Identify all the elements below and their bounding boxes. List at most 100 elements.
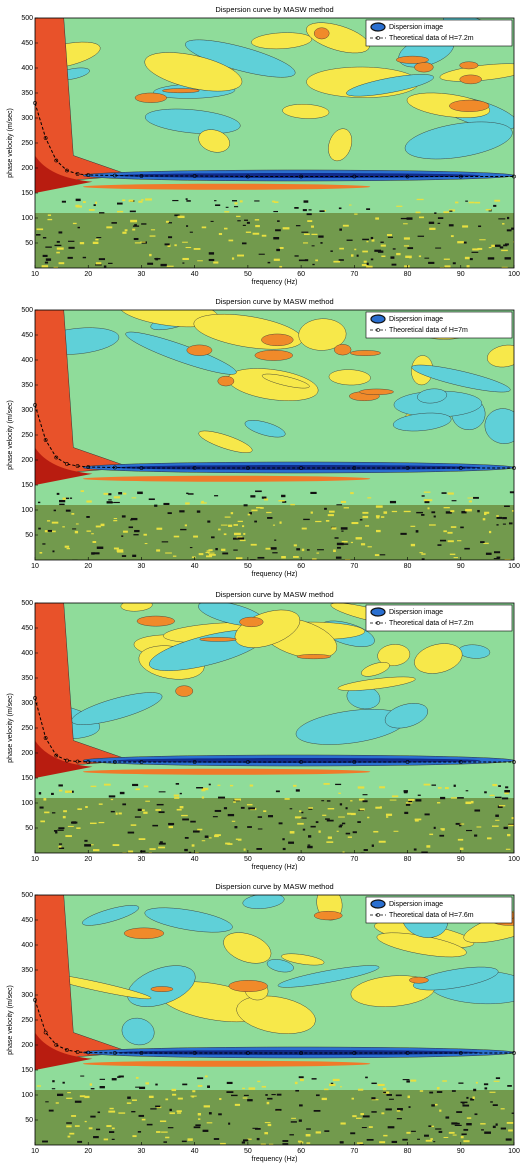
image-noise (509, 522, 513, 524)
x-tick-label: 80 (404, 1148, 412, 1155)
image-noise (449, 224, 454, 226)
x-tick-label: 30 (138, 1148, 146, 1155)
image-noise (198, 1118, 200, 1120)
image-noise (230, 785, 233, 786)
image-noise (168, 823, 174, 825)
image-noise (113, 520, 117, 521)
image-noise (134, 238, 139, 240)
image-noise (396, 1095, 402, 1097)
image-noise (141, 199, 143, 201)
y-tick-label: 450 (21, 625, 33, 632)
image-noise (172, 1089, 177, 1091)
image-noise (255, 1128, 261, 1130)
image-noise (383, 1092, 386, 1094)
image-noise (424, 492, 431, 493)
image-noise (324, 1089, 329, 1091)
image-noise (111, 799, 113, 800)
image-noise (229, 240, 234, 242)
y-tick-label: 500 (21, 15, 33, 22)
image-noise (52, 1080, 54, 1082)
image-noise (328, 836, 332, 838)
image-noise (121, 535, 123, 536)
image-noise (339, 826, 342, 828)
image-noise (322, 815, 326, 816)
x-tick-label: 90 (457, 271, 465, 278)
dispersion-image (0, 596, 515, 855)
image-noise (308, 835, 311, 837)
image-noise (169, 826, 173, 828)
image-noise (450, 510, 454, 512)
image-noise (279, 521, 281, 523)
image-noise (91, 1088, 95, 1089)
image-noise (290, 808, 293, 809)
image-noise (135, 788, 139, 790)
image-noise (336, 504, 342, 505)
image-noise (333, 1079, 340, 1081)
image-noise (155, 258, 158, 260)
image-noise (496, 1123, 498, 1125)
image-noise (91, 786, 97, 787)
y-tick-label: 350 (21, 675, 33, 682)
legend-label: Theoretical data of H=7m (389, 327, 468, 334)
image-noise (347, 240, 353, 241)
image-noise (357, 821, 361, 823)
image-noise (291, 1121, 297, 1122)
image-noise (380, 242, 383, 243)
image-noise (90, 823, 97, 824)
image-noise (394, 831, 399, 832)
image-noise (117, 549, 124, 551)
image-noise (379, 786, 385, 788)
image-noise (40, 807, 44, 809)
image-noise (89, 1127, 93, 1129)
image-noise (120, 792, 125, 794)
image-noise (460, 823, 465, 824)
image-noise (244, 1095, 249, 1096)
image-noise (444, 1137, 449, 1138)
image-noise (507, 1122, 513, 1124)
image-noise (39, 552, 42, 554)
image-noise (381, 1112, 384, 1114)
image-noise (497, 517, 502, 519)
image-noise (360, 1113, 364, 1115)
image-noise (335, 537, 339, 538)
image-noise (214, 1138, 219, 1140)
image-noise (240, 200, 243, 202)
image-blob (124, 928, 164, 939)
image-noise (366, 241, 368, 242)
image-noise (182, 258, 188, 260)
image-noise (495, 245, 501, 247)
image-noise (182, 1141, 187, 1142)
image-noise (392, 511, 397, 512)
image-noise (268, 262, 271, 263)
image-noise (108, 493, 111, 495)
y-tick-label: 300 (21, 407, 33, 414)
image-noise (410, 526, 415, 527)
x-tick-label: 70 (350, 1148, 358, 1155)
y-tick-label: 450 (21, 917, 33, 924)
image-noise (484, 1132, 491, 1134)
image-noise (114, 496, 120, 498)
image-noise (232, 257, 234, 259)
image-noise (46, 258, 51, 260)
image-noise (93, 1136, 99, 1138)
image-noise (451, 235, 454, 237)
image-noise (404, 792, 408, 794)
image-noise (403, 1079, 410, 1080)
image-noise (449, 211, 452, 212)
image-noise (366, 208, 370, 210)
image-noise (209, 1112, 212, 1114)
image-noise (512, 1113, 516, 1114)
image-noise (209, 259, 215, 261)
image-noise (378, 1084, 385, 1086)
image-noise (363, 1115, 370, 1117)
image-noise (333, 550, 336, 552)
image-noise (156, 528, 162, 530)
image-noise (108, 263, 113, 264)
image-noise (100, 1086, 105, 1088)
image-noise (95, 202, 97, 204)
image-noise (128, 832, 134, 834)
image-noise (448, 540, 454, 542)
image-noise (57, 247, 64, 249)
image-noise (78, 227, 80, 228)
legend-label: Dispersion image (389, 901, 443, 908)
